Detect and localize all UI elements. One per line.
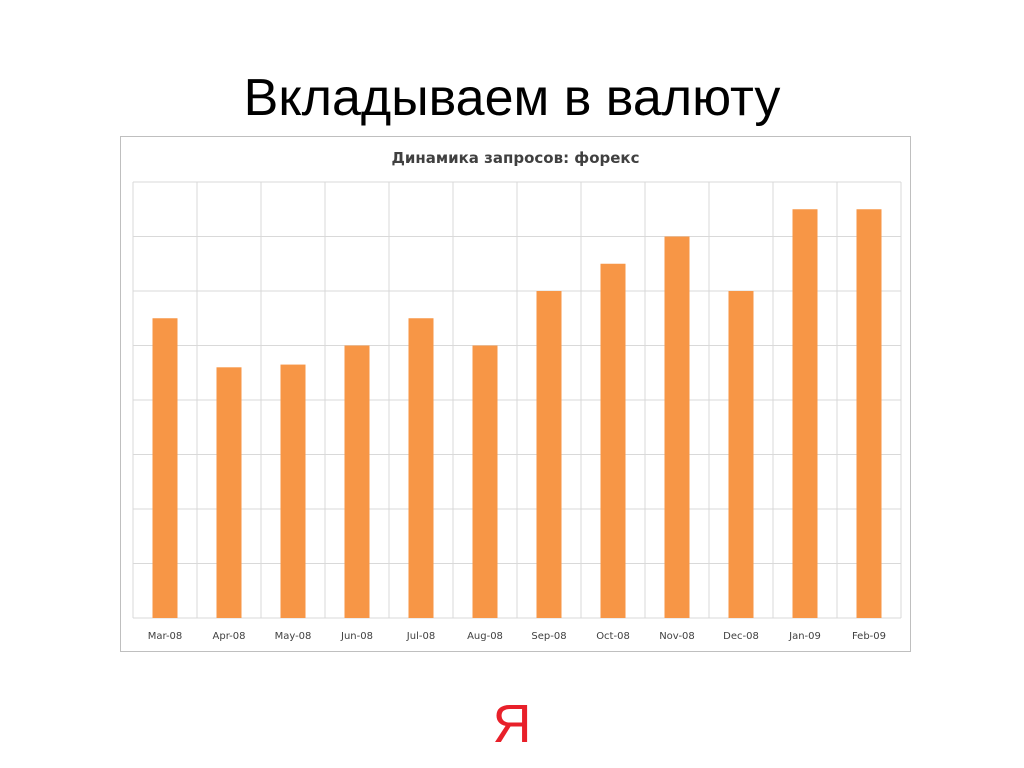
bar-apr-08 (216, 367, 242, 618)
x-tick-label: Jul-08 (406, 631, 435, 642)
x-tick-label: Aug-08 (467, 631, 503, 642)
bar-mar-08 (152, 318, 178, 618)
bar-aug-08 (472, 345, 498, 618)
bar-jul-08 (408, 318, 434, 618)
chart-panel: Динамика запросов: форекс Mar-08 Apr-08 Ma… (120, 136, 911, 652)
bar-nov-08 (664, 236, 690, 618)
chart-title: Динамика запросов: форекс (391, 149, 640, 167)
bar-dec-08 (728, 291, 754, 618)
bar-jan-09 (792, 209, 818, 618)
bar-jun-08 (344, 345, 370, 618)
x-tick-label: Sep-08 (531, 631, 566, 642)
yandex-logo: Я (492, 694, 532, 754)
x-tick-label: May-08 (275, 631, 312, 642)
bar-sep-08 (536, 291, 562, 618)
x-tick-label: Oct-08 (596, 631, 630, 642)
x-tick-label: Mar-08 (148, 631, 183, 642)
x-tick-label: Nov-08 (659, 631, 695, 642)
x-tick-label: Jan-09 (788, 631, 821, 642)
bar-chart: Mar-08 Apr-08 May-08 Jun-08 Jul-08 Aug-08 Sep-… (132, 181, 902, 642)
bar-may-08 (280, 364, 306, 618)
x-tick-label: Dec-08 (723, 631, 759, 642)
bar-feb-09 (856, 209, 882, 618)
slide-title: Вкладываем в валюту (243, 69, 781, 127)
x-tick-label: Apr-08 (213, 631, 246, 642)
x-tick-label: Feb-09 (852, 631, 886, 642)
bar-oct-08 (600, 263, 626, 618)
x-tick-label: Jun-08 (340, 631, 373, 642)
